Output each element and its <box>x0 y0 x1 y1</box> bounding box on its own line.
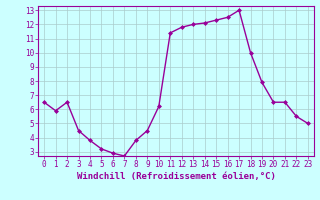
X-axis label: Windchill (Refroidissement éolien,°C): Windchill (Refroidissement éolien,°C) <box>76 172 276 181</box>
